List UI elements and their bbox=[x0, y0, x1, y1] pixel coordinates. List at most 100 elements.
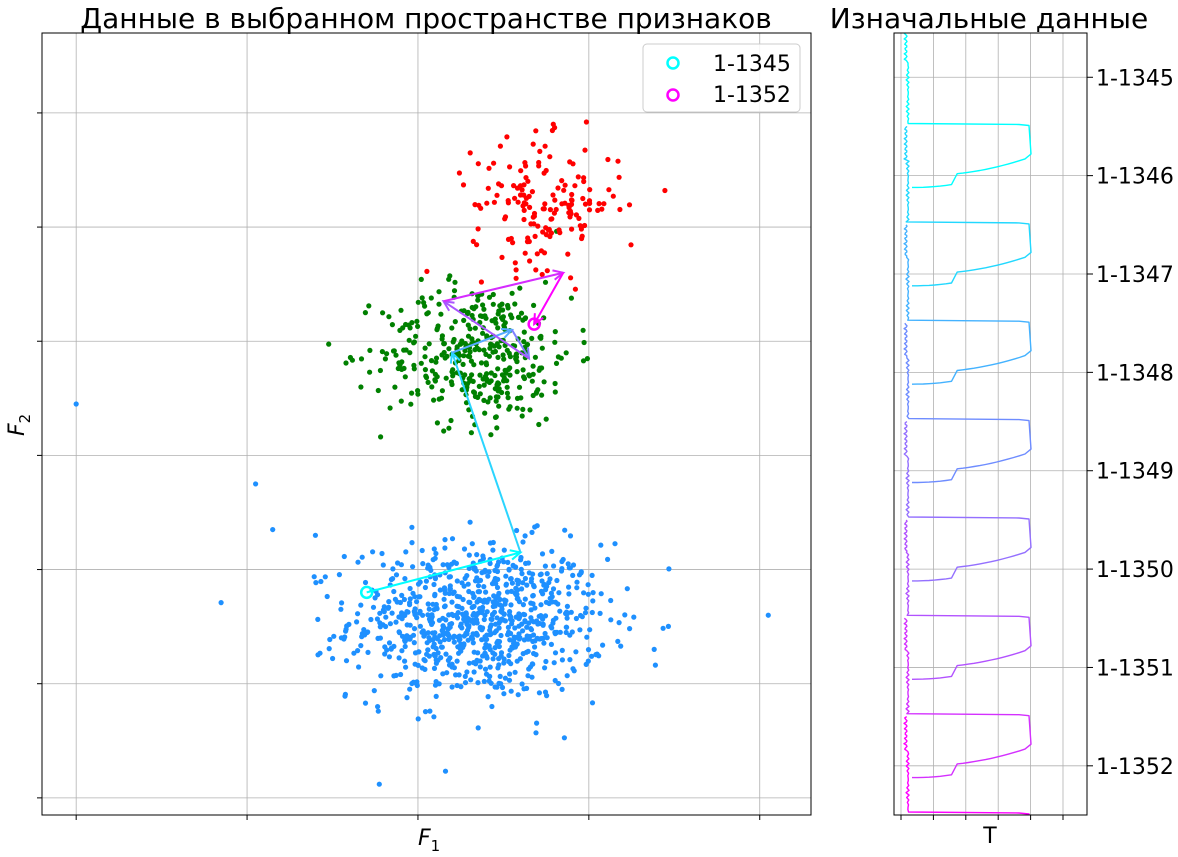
data-point bbox=[552, 339, 558, 345]
data-point bbox=[564, 615, 570, 621]
data-point bbox=[589, 572, 595, 579]
data-point bbox=[466, 552, 472, 558]
data-point bbox=[486, 294, 493, 300]
data-point bbox=[481, 397, 487, 403]
raw-data-chart: Изначальные данные 1-13451-13461-13471-1… bbox=[830, 2, 1174, 849]
raw-y-tick-label: 1-1345 bbox=[1096, 66, 1174, 91]
data-point bbox=[385, 605, 391, 611]
data-point bbox=[514, 405, 520, 411]
data-point bbox=[496, 590, 502, 597]
data-point bbox=[424, 651, 430, 657]
data-point bbox=[528, 579, 534, 585]
data-point bbox=[486, 569, 492, 575]
raw-chart-x-label: T bbox=[982, 824, 997, 849]
raw-series-line-1350 bbox=[903, 519, 1032, 680]
trajectory-segment bbox=[511, 329, 530, 359]
data-point bbox=[426, 635, 432, 641]
data-point bbox=[253, 481, 259, 487]
data-point bbox=[409, 390, 415, 396]
data-point bbox=[533, 730, 539, 736]
data-point bbox=[440, 562, 446, 568]
data-point bbox=[346, 621, 352, 628]
data-point bbox=[559, 566, 565, 572]
trajectory-segment bbox=[443, 300, 530, 360]
data-point bbox=[514, 596, 520, 602]
data-point bbox=[542, 279, 549, 285]
data-point bbox=[382, 356, 388, 362]
data-point bbox=[503, 573, 509, 579]
data-point bbox=[366, 303, 372, 309]
data-point bbox=[449, 381, 455, 388]
data-point bbox=[490, 599, 496, 605]
data-point bbox=[326, 341, 332, 347]
data-point bbox=[497, 602, 503, 608]
data-point bbox=[512, 625, 518, 631]
data-point bbox=[441, 428, 447, 434]
data-point bbox=[399, 648, 405, 654]
data-point bbox=[418, 276, 424, 282]
data-point bbox=[315, 652, 321, 658]
raw-y-tick-label: 1-1352 bbox=[1096, 755, 1174, 780]
data-point bbox=[401, 347, 407, 353]
data-point bbox=[389, 322, 395, 328]
data-point bbox=[529, 189, 536, 195]
data-point bbox=[652, 662, 659, 668]
data-point bbox=[507, 637, 513, 643]
data-point bbox=[407, 325, 413, 331]
data-point bbox=[508, 602, 514, 608]
data-point bbox=[457, 646, 463, 652]
data-point bbox=[527, 258, 533, 264]
data-point bbox=[471, 594, 477, 601]
data-point bbox=[539, 392, 545, 398]
data-point bbox=[390, 566, 396, 572]
data-point bbox=[422, 367, 428, 373]
data-point bbox=[582, 147, 588, 153]
data-point bbox=[375, 708, 381, 714]
data-point bbox=[530, 593, 536, 599]
data-point bbox=[626, 202, 633, 208]
data-point bbox=[436, 289, 442, 295]
data-point bbox=[441, 585, 448, 591]
trajectory-segment bbox=[451, 352, 522, 553]
data-point bbox=[398, 398, 404, 404]
y-axis-label: F2 bbox=[5, 414, 34, 436]
data-point bbox=[471, 362, 477, 368]
data-point bbox=[470, 590, 476, 597]
data-point bbox=[570, 572, 576, 579]
data-point bbox=[492, 372, 498, 379]
data-point bbox=[618, 643, 624, 649]
data-point bbox=[423, 578, 429, 584]
data-point bbox=[492, 645, 498, 651]
data-point bbox=[581, 175, 587, 181]
data-point bbox=[624, 586, 630, 592]
data-point bbox=[487, 540, 493, 546]
data-point bbox=[450, 367, 456, 373]
data-point bbox=[365, 649, 371, 656]
data-point bbox=[491, 609, 498, 615]
data-point bbox=[403, 549, 409, 555]
data-point bbox=[398, 307, 404, 313]
data-point bbox=[489, 703, 495, 710]
data-point bbox=[539, 271, 545, 278]
data-point bbox=[433, 645, 439, 652]
data-point bbox=[521, 374, 527, 380]
data-point bbox=[508, 312, 514, 318]
data-point bbox=[450, 339, 456, 345]
data-point bbox=[583, 119, 590, 125]
data-point bbox=[377, 610, 383, 616]
data-point bbox=[434, 325, 440, 331]
data-point bbox=[564, 610, 570, 616]
data-point bbox=[406, 337, 412, 343]
data-point bbox=[441, 604, 448, 610]
data-point bbox=[398, 671, 404, 678]
data-point bbox=[533, 128, 539, 134]
data-point bbox=[529, 661, 536, 667]
data-point bbox=[465, 322, 471, 328]
data-point bbox=[441, 349, 447, 356]
data-point bbox=[615, 638, 621, 645]
data-point bbox=[596, 653, 602, 659]
data-point bbox=[651, 646, 657, 653]
data-point bbox=[519, 681, 525, 687]
data-point bbox=[396, 614, 402, 620]
trajectory-arrowhead bbox=[533, 313, 544, 327]
